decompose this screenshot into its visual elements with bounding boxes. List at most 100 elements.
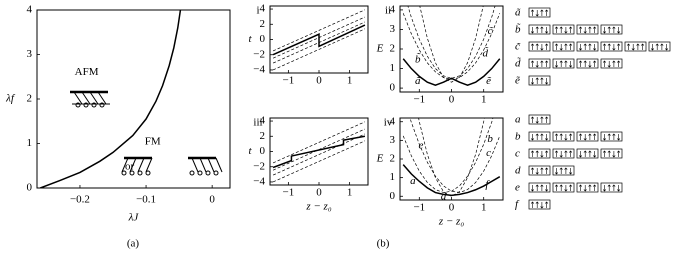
x-tick-label: 0 — [209, 194, 215, 206]
annotation: ã — [415, 75, 421, 87]
state-icon — [552, 182, 575, 193]
icon-arrow — [559, 167, 563, 174]
icon-box — [552, 41, 575, 52]
y-axis-label: λf — [5, 93, 16, 105]
icon-arrow — [545, 150, 549, 157]
icon-arrow — [540, 44, 544, 51]
panel-label: i — [256, 5, 259, 17]
icon-box — [528, 58, 551, 69]
annotation: FM — [145, 136, 161, 148]
icon-arrow — [588, 43, 592, 50]
icon-box — [624, 41, 647, 52]
icon-arrow — [559, 60, 563, 67]
fm-icon — [121, 156, 223, 176]
y-tick-label: 2 — [390, 153, 396, 165]
state-icon — [600, 24, 623, 35]
data-line — [402, 58, 501, 86]
annotation: AFM — [75, 66, 99, 78]
legend-label: f — [515, 199, 520, 211]
data-line — [409, 118, 501, 193]
legend-label: b̃ — [515, 22, 521, 35]
icon-arrow — [593, 133, 597, 140]
icon-arrow — [583, 27, 587, 34]
legend-label: b — [515, 131, 521, 143]
icon-arrow — [535, 61, 539, 68]
x-tick-label: 0 — [316, 75, 322, 87]
plot-frame — [269, 117, 369, 186]
legend-label: c — [515, 148, 520, 160]
icon-arrow — [535, 133, 539, 140]
y-tick-label: 1 — [390, 62, 396, 74]
x-axis-label: z − z₀ — [305, 201, 331, 213]
y-axis-label: E — [376, 153, 384, 165]
icon-arrow — [612, 60, 616, 67]
afm-icon — [70, 90, 110, 108]
data-line — [272, 121, 366, 164]
x-tick-label: 0 — [316, 187, 322, 199]
y-tick-label: 1 — [390, 171, 396, 183]
icon-arrow — [607, 61, 611, 68]
icon-arrow — [540, 184, 544, 191]
icon-arrow — [617, 43, 621, 50]
icon-arrow — [545, 43, 549, 50]
data-line — [40, 10, 182, 188]
icon-arrow — [530, 185, 535, 192]
icon-arrow — [612, 151, 616, 158]
icon-arrow — [530, 201, 535, 208]
annotation: a — [410, 175, 416, 187]
annotation: b̃ — [415, 52, 421, 65]
icon-box — [528, 41, 551, 52]
icon-arrow — [602, 27, 607, 34]
icon-box — [576, 182, 599, 193]
y-axis-label: E — [376, 43, 384, 55]
icon-arrow — [607, 150, 611, 157]
icon-arrow — [665, 44, 669, 51]
x-tick-label: −1 — [413, 202, 425, 214]
icon-arrow — [578, 60, 583, 67]
icon-box — [528, 75, 551, 86]
icon-arrow — [554, 168, 559, 175]
caption: (b) — [377, 238, 390, 250]
x-tick-label: 0 — [449, 94, 455, 106]
icon-arrow — [602, 134, 607, 141]
y-tick-label: −2 — [253, 160, 265, 172]
icon-box — [528, 182, 551, 193]
x-tick-label: −1 — [283, 187, 295, 199]
data-line — [418, 118, 485, 197]
icon-arrow — [535, 117, 539, 124]
y-tick-label: 0 — [260, 145, 266, 157]
icon-arrow — [602, 43, 607, 50]
y-tick-label: −4 — [253, 175, 265, 187]
data-line — [272, 28, 366, 71]
icon-arrow — [545, 9, 549, 16]
icon-arrow — [612, 44, 616, 51]
icon-box — [528, 131, 551, 142]
icon-arrow — [602, 150, 607, 157]
icon-arrow — [530, 167, 535, 174]
panel-label: iii — [253, 117, 262, 129]
icon-box — [600, 24, 623, 35]
icon-box — [576, 148, 599, 159]
icon-arrow — [588, 150, 592, 157]
data-line — [419, 6, 484, 83]
icon-arrow — [631, 44, 635, 51]
icon-arrow — [607, 184, 611, 191]
annotation: or — [125, 161, 135, 173]
data-line — [402, 13, 501, 80]
annotation: c̃ — [488, 25, 494, 37]
state-icon — [576, 182, 599, 193]
icon-arrow — [583, 185, 587, 192]
plot-frame — [399, 117, 504, 201]
icon-arrow — [540, 167, 544, 174]
icon-arrow — [602, 185, 607, 192]
icon-arrow — [607, 26, 611, 33]
icon-box — [576, 58, 599, 69]
icon-arrow — [530, 150, 535, 157]
state-icon — [528, 58, 551, 69]
y-tick-label: 0 — [390, 82, 396, 94]
state-icon — [528, 114, 551, 125]
icon-arrow — [612, 26, 616, 33]
icon-box — [600, 41, 623, 52]
x-tick-label: 1 — [347, 187, 353, 199]
icon-arrow — [554, 150, 559, 157]
